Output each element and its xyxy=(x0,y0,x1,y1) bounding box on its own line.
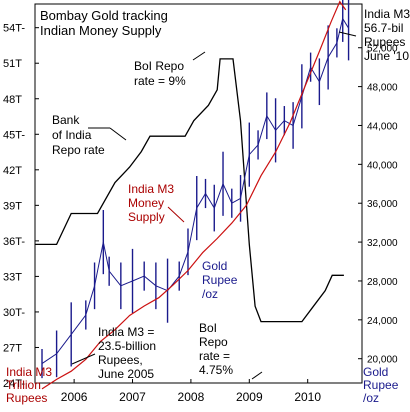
left-tick-label: 42T xyxy=(3,165,22,177)
right-tick-label: 36,000 xyxy=(367,199,398,210)
annotation-gold-rupee: Gold Rupee/oz xyxy=(202,259,238,301)
annotation-india-m3-2010-line: India M3 xyxy=(364,7,410,21)
right-tick-label: 24,000 xyxy=(367,316,398,327)
left-axis-unit-label: India M3 Trillion Rupees xyxy=(6,365,52,405)
left-axis-unit-label-line: Rupees xyxy=(6,391,47,405)
left-tick-label: 33T xyxy=(3,271,22,283)
chart-title: Bombay Gold tracking Indian Money Supply xyxy=(40,8,172,38)
annotation-boi-repo-475-line: 4.75% xyxy=(199,363,233,377)
left-tick-label: 54T- xyxy=(3,23,25,35)
x-tick-label: 2008 xyxy=(178,390,205,404)
right-tick-label: 52,000 xyxy=(367,44,398,55)
annotation-gold-rupee-line: Rupee xyxy=(202,273,238,287)
right-tick-label: 20,000 xyxy=(367,355,398,366)
left-tick-label: 30T- xyxy=(3,307,25,319)
left-tick-label: 39T xyxy=(3,200,22,212)
annotation-india-m3-2010-line: 56.7-bil xyxy=(364,21,403,35)
annotation-india-m3-2005: India M3 = 23.5-billion Rupees, June 2005 xyxy=(98,325,156,381)
annotation-india-m3-money-supply-line: India M3 xyxy=(128,182,174,196)
annotation-bank-of-india-repo: Bank of India Repo rate xyxy=(52,113,105,157)
plot-frame xyxy=(34,3,363,384)
annotation-bank-of-india-repo-line: Repo rate xyxy=(52,143,105,157)
annotation-boi-repo-475-line: rate = xyxy=(199,349,230,363)
right-tick-label: 48,000 xyxy=(367,83,398,94)
left-tick-label: 45T- xyxy=(3,129,25,141)
x-tick-label: 2007 xyxy=(119,390,146,404)
right-tick-label: 28,000 xyxy=(367,277,398,288)
left-tick-label: 51T xyxy=(3,58,22,70)
chart-title-line-1: Bombay Gold tracking xyxy=(40,8,168,23)
annotation-gold-rupee-line: /oz xyxy=(202,287,218,301)
annotation-bank-of-india-repo-line: Bank xyxy=(52,113,80,127)
right-axis-unit-label: Gold Rupee/oz xyxy=(363,365,399,405)
x-tick-label: 2010 xyxy=(294,390,321,404)
annotation-bank-of-india-repo-line: of India xyxy=(52,128,92,142)
right-axis-unit-label-line: Gold xyxy=(363,365,388,379)
x-axis: 2006 2007 2008 2009 2010 xyxy=(61,379,321,404)
annotation-m3-2005-pointer xyxy=(71,353,96,365)
left-tick-label: 24T- xyxy=(3,378,25,390)
chart-title-line-2: Indian Money Supply xyxy=(40,23,162,38)
annotation-boi-repo-9-line: BoI Repo xyxy=(134,59,184,73)
annotation-m3-2010-pointer xyxy=(338,31,357,37)
annotation-india-m3-2005-line: June 2005 xyxy=(98,367,154,381)
annotation-india-m3-2005-line: Rupees, xyxy=(98,353,143,367)
annotation-boi-repo-475: BoI Repo rate = 4.75% xyxy=(199,321,233,377)
annotation-boi9-pointer xyxy=(192,51,206,61)
left-axis: 24T- 27T 30T- 33T 36T- 39T 42T 45T- 48T 51T 54T- xyxy=(3,23,39,390)
annotation-india-m3-2005-line: India M3 = xyxy=(98,325,154,339)
right-tick-label: 40,000 xyxy=(367,160,398,171)
annotation-india-m3-2010-line: June '10 xyxy=(364,49,409,63)
annotation-india-m3-money-supply-line: Supply xyxy=(128,210,165,224)
right-axis-unit-label-line: Rupee xyxy=(363,378,399,392)
annotation-boi-repo-9: BoI Repo rate = 9% xyxy=(134,59,186,88)
annotation-boi-repo-475-line: Repo xyxy=(199,335,228,349)
right-axis: 20,000 24,000 28,000 32,000 36,000 40,000 44,0… xyxy=(358,44,398,366)
annotation-india-m3-2010-line: Rupees xyxy=(364,35,405,49)
left-tick-label: 48T xyxy=(3,94,22,106)
left-tick-label: 36T- xyxy=(3,236,25,248)
series-layer xyxy=(35,0,350,390)
x-tick-label: 2006 xyxy=(61,390,88,404)
annotation-m3-pointer xyxy=(167,206,185,223)
annotation-india-m3-money-supply-line: Money xyxy=(128,196,164,210)
annotation-india-m3-2010: India M3 56.7-bil Rupees June '10 xyxy=(364,7,410,63)
series-m3-line xyxy=(41,0,347,390)
series-repo-rate-line xyxy=(35,58,344,323)
annotation-boi-repo-475-line: BoI xyxy=(199,321,217,335)
annotation-gold-rupee-line: Gold xyxy=(202,259,227,273)
x-tick-label: 2009 xyxy=(236,390,263,404)
left-axis-unit-label-line: Trillion xyxy=(6,378,41,392)
annotation-india-m3-money-supply: India M3 Money Supply xyxy=(128,182,174,224)
right-tick-label: 44,000 xyxy=(367,121,398,132)
annotation-boi475-pointer xyxy=(251,371,263,380)
right-axis-unit-label-line: /oz xyxy=(363,391,379,405)
right-tick-label: 32,000 xyxy=(367,238,398,249)
annotation-bank-pointer-2 xyxy=(109,127,127,141)
annotation-india-m3-2005-line: 23.5-billion xyxy=(98,339,156,353)
annotations: Bank of India Repo rate BoI Repo rate = 9% … xyxy=(6,7,410,405)
left-tick-label: 27T xyxy=(3,342,22,354)
series-gold-line xyxy=(41,17,350,365)
left-axis-unit-label-line: India M3 xyxy=(6,365,52,379)
annotation-boi-repo-9-line: rate = 9% xyxy=(134,74,186,88)
